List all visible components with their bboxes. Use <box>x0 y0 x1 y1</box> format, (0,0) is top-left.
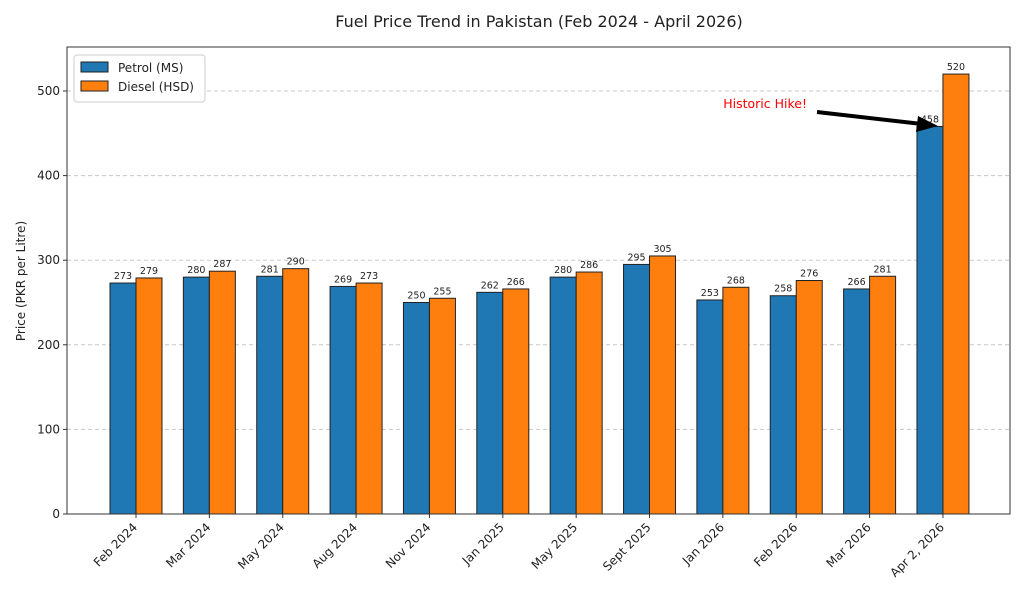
x-tick-label: Feb 2024 <box>91 520 140 569</box>
bar-diesel <box>722 286 750 515</box>
y-tick-label: 200 <box>37 338 60 352</box>
data-label: 458 <box>921 115 939 126</box>
y-tick-label: 100 <box>37 422 60 436</box>
data-label: 253 <box>701 288 719 299</box>
chart-title: Fuel Price Trend in Pakistan (Feb 2024 -… <box>335 12 743 31</box>
data-label: 279 <box>140 266 158 277</box>
legend: Petrol (MS) Diesel (HSD) <box>73 54 206 103</box>
data-label: 290 <box>287 257 305 268</box>
bar-petrol <box>623 263 651 515</box>
data-label: 269 <box>334 274 352 285</box>
bar-diesel <box>869 275 897 515</box>
x-axis-ticks: Feb 2024 Mar 2024 May 2024 Aug 2024 Nov 2024… <box>91 514 947 580</box>
bar-petrol <box>916 126 944 515</box>
bar-petrol <box>769 295 797 515</box>
data-label: 255 <box>433 286 451 297</box>
data-label: 262 <box>481 280 499 291</box>
x-tick-label: Aug 2024 <box>309 520 360 571</box>
bar-diesel <box>942 73 970 515</box>
bar-diesel <box>795 280 823 515</box>
legend-swatch <box>80 80 109 92</box>
x-tick-label: Apr 2, 2026 <box>887 520 947 580</box>
y-tick-label: 0 <box>52 507 60 521</box>
bar-diesel <box>428 297 456 515</box>
bar-petrol <box>109 282 137 515</box>
bar-diesel <box>208 270 236 515</box>
x-tick-label: Jan 2026 <box>679 520 727 568</box>
y-axis-label: Price (PKR per Litre) <box>14 221 28 341</box>
data-label: 280 <box>554 265 572 276</box>
data-label: 281 <box>261 264 279 275</box>
data-label: 287 <box>213 259 231 270</box>
legend-label: Diesel (HSD) <box>118 80 194 94</box>
bar-petrol <box>329 285 357 515</box>
data-labels: 273 279 280 287 281 290 269 273 250 255 262 266 280 2… <box>114 62 965 301</box>
data-label: 250 <box>407 290 425 301</box>
data-label: 520 <box>947 62 965 73</box>
bar-diesel <box>575 271 603 515</box>
x-tick-label: Feb 2026 <box>751 520 800 569</box>
data-label: 266 <box>848 277 866 288</box>
data-label: 281 <box>874 264 892 275</box>
data-label: 268 <box>727 275 745 286</box>
data-label: 295 <box>627 252 645 263</box>
bar-petrol <box>476 291 504 515</box>
data-label: 266 <box>507 277 525 288</box>
data-label: 273 <box>114 271 132 282</box>
bar-diesel <box>355 282 383 515</box>
annotation: Historic Hike! <box>723 96 938 132</box>
data-label: 276 <box>800 269 818 280</box>
x-tick-label: Sept 2025 <box>600 520 654 574</box>
bar-petrol <box>549 276 577 515</box>
bars <box>109 73 970 515</box>
legend-label: Petrol (MS) <box>118 61 183 75</box>
y-tick-label: 300 <box>37 253 60 267</box>
y-tick-label: 500 <box>37 84 60 98</box>
data-label: 273 <box>360 271 378 282</box>
data-label: 280 <box>187 265 205 276</box>
x-tick-label: Mar 2024 <box>163 520 213 570</box>
y-tick-label: 400 <box>37 169 60 183</box>
x-tick-label: Mar 2026 <box>824 520 874 570</box>
bar-petrol <box>696 299 724 515</box>
data-label: 305 <box>653 244 671 255</box>
bar-diesel <box>649 255 677 515</box>
x-tick-label: May 2024 <box>235 520 287 572</box>
bar-petrol <box>843 288 871 515</box>
x-tick-label: May 2025 <box>529 520 581 572</box>
bar-petrol <box>256 275 284 515</box>
annotation-text: Historic Hike! <box>723 96 807 111</box>
bar-diesel <box>502 288 530 515</box>
x-tick-label: Jan 2025 <box>459 520 507 568</box>
data-label: 258 <box>774 284 792 295</box>
arrow-head-icon <box>916 116 938 132</box>
bar-petrol <box>402 301 430 515</box>
x-tick-label: Nov 2024 <box>383 520 434 571</box>
data-label: 286 <box>580 260 598 271</box>
annotation-arrow <box>816 110 923 126</box>
bar-diesel <box>282 268 310 515</box>
bar-diesel <box>135 277 163 515</box>
plot-frame <box>66 46 1011 515</box>
bar-petrol <box>182 276 210 515</box>
legend-swatch <box>80 61 109 73</box>
y-axis-ticks: 0 100 200 300 400 500 <box>37 84 67 521</box>
